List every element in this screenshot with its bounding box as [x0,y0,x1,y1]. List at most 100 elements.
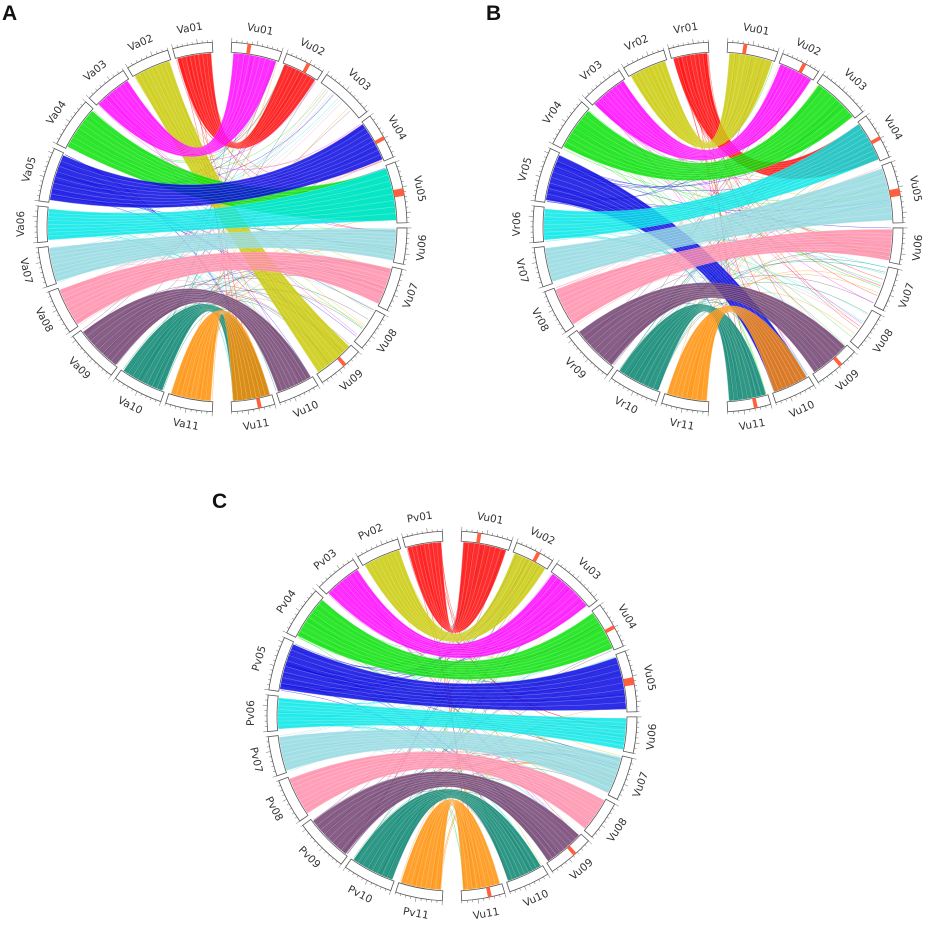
scale-tick [543,553,546,556]
ribbon-texture-line [568,246,891,317]
scale-tick [544,156,547,158]
ribbon-texture-line [544,136,867,222]
ribbon-texture-line [358,790,537,869]
scale-tick [106,76,110,81]
scale-tick [561,119,566,123]
scale-tick [350,359,354,362]
scale-tick [140,393,143,397]
scale-tick [263,407,266,410]
scale-tick [48,296,51,298]
scale-tick [627,773,631,776]
chromosome-vu01: Vu01 [230,21,284,62]
ribbon-texture-line [586,286,838,354]
scale-tick [616,630,620,633]
ribbon-texture-line [300,630,611,678]
scale-tick [628,659,632,662]
scale-tick [135,391,138,396]
scale-tick [538,170,542,172]
scale-tick [617,68,620,71]
locus-highlight [623,677,635,687]
scale-tick [813,385,817,390]
scale-tick [356,98,360,101]
chromosome-vu01: Vu01 [726,21,780,62]
scale-tick [885,305,888,307]
scale-tick [593,593,598,598]
scale-tick [276,650,279,652]
scale-tick [333,570,336,573]
scale-tick [174,406,177,409]
scale-tick [368,340,371,342]
ribbon-texture-line [111,300,283,391]
scale-tick [584,844,587,847]
scale-tick [612,808,615,810]
chromosome-ideogram [395,882,444,902]
scale-tick [770,404,773,409]
scale-tick [365,549,368,552]
chromosome-label: Vu01 [246,21,274,38]
scale-tick [623,645,626,647]
scale-tick [894,170,898,173]
ribbon-texture-line [56,247,393,282]
scale-tick [576,103,579,106]
scale-tick [65,119,70,123]
scale-tick [566,336,569,339]
scale-tick [540,165,544,168]
chromosome-ideogram [812,344,856,384]
ribbon-texture-line [318,604,596,664]
scale-tick [164,403,166,406]
scale-tick [767,46,769,49]
scale-tick [896,274,900,276]
scale-tick [608,616,612,619]
scale-tick [247,410,249,415]
chromosome-ideogram [849,309,882,349]
scale-tick [606,816,610,819]
scale-tick [289,399,291,402]
ribbon-texture-line [308,616,604,671]
chromosome-label: Vu06 [645,723,660,751]
ribbon-texture-line [598,292,827,364]
scale-tick [681,408,683,413]
scale-tick [895,175,899,178]
chromosome-label: Vr01 [673,21,699,37]
scale-tick [294,816,298,819]
chromosome-label: Va11 [172,416,200,433]
scale-tick [396,536,398,540]
ribbon-texture-line [415,801,487,887]
scale-tick [627,62,629,66]
ribbon-texture-line [48,206,395,233]
scale-tick [375,884,377,888]
scale-tick [882,141,886,144]
ribbon-texture-line [48,187,392,222]
chromosome-label: Pv02 [356,521,385,542]
ribbon-texture-line [63,124,363,186]
ribbon-texture-line [544,145,872,229]
ribbon-texture-line [205,313,238,401]
ribbon-texture-line [557,232,892,295]
scale-tick [401,180,404,183]
scale-tick [326,70,330,75]
scale-tick [322,382,324,385]
scale-tick [396,165,400,168]
ribbon-texture-line [98,295,295,386]
scale-tick [818,382,820,385]
chromosome-label: Vu11 [472,906,500,922]
locus-highlight [476,532,482,544]
scale-tick [530,200,535,202]
ribbon-texture-line [59,251,391,291]
scale-tick [790,397,793,402]
ribbon-texture-line [544,132,865,218]
scale-tick [39,175,45,177]
scale-tick [384,314,389,318]
scale-tick [338,81,341,84]
chromosome-label: Pv05 [250,644,269,672]
scale-tick [306,833,310,836]
scale-tick [842,86,846,91]
scale-tick [514,889,516,893]
scale-tick [351,557,354,560]
scale-tick [576,347,579,350]
scale-tick [636,393,639,397]
scale-tick [59,319,62,321]
chromosome-ideogram [286,590,324,638]
chromosome-vr04: Vr04 [541,98,590,149]
